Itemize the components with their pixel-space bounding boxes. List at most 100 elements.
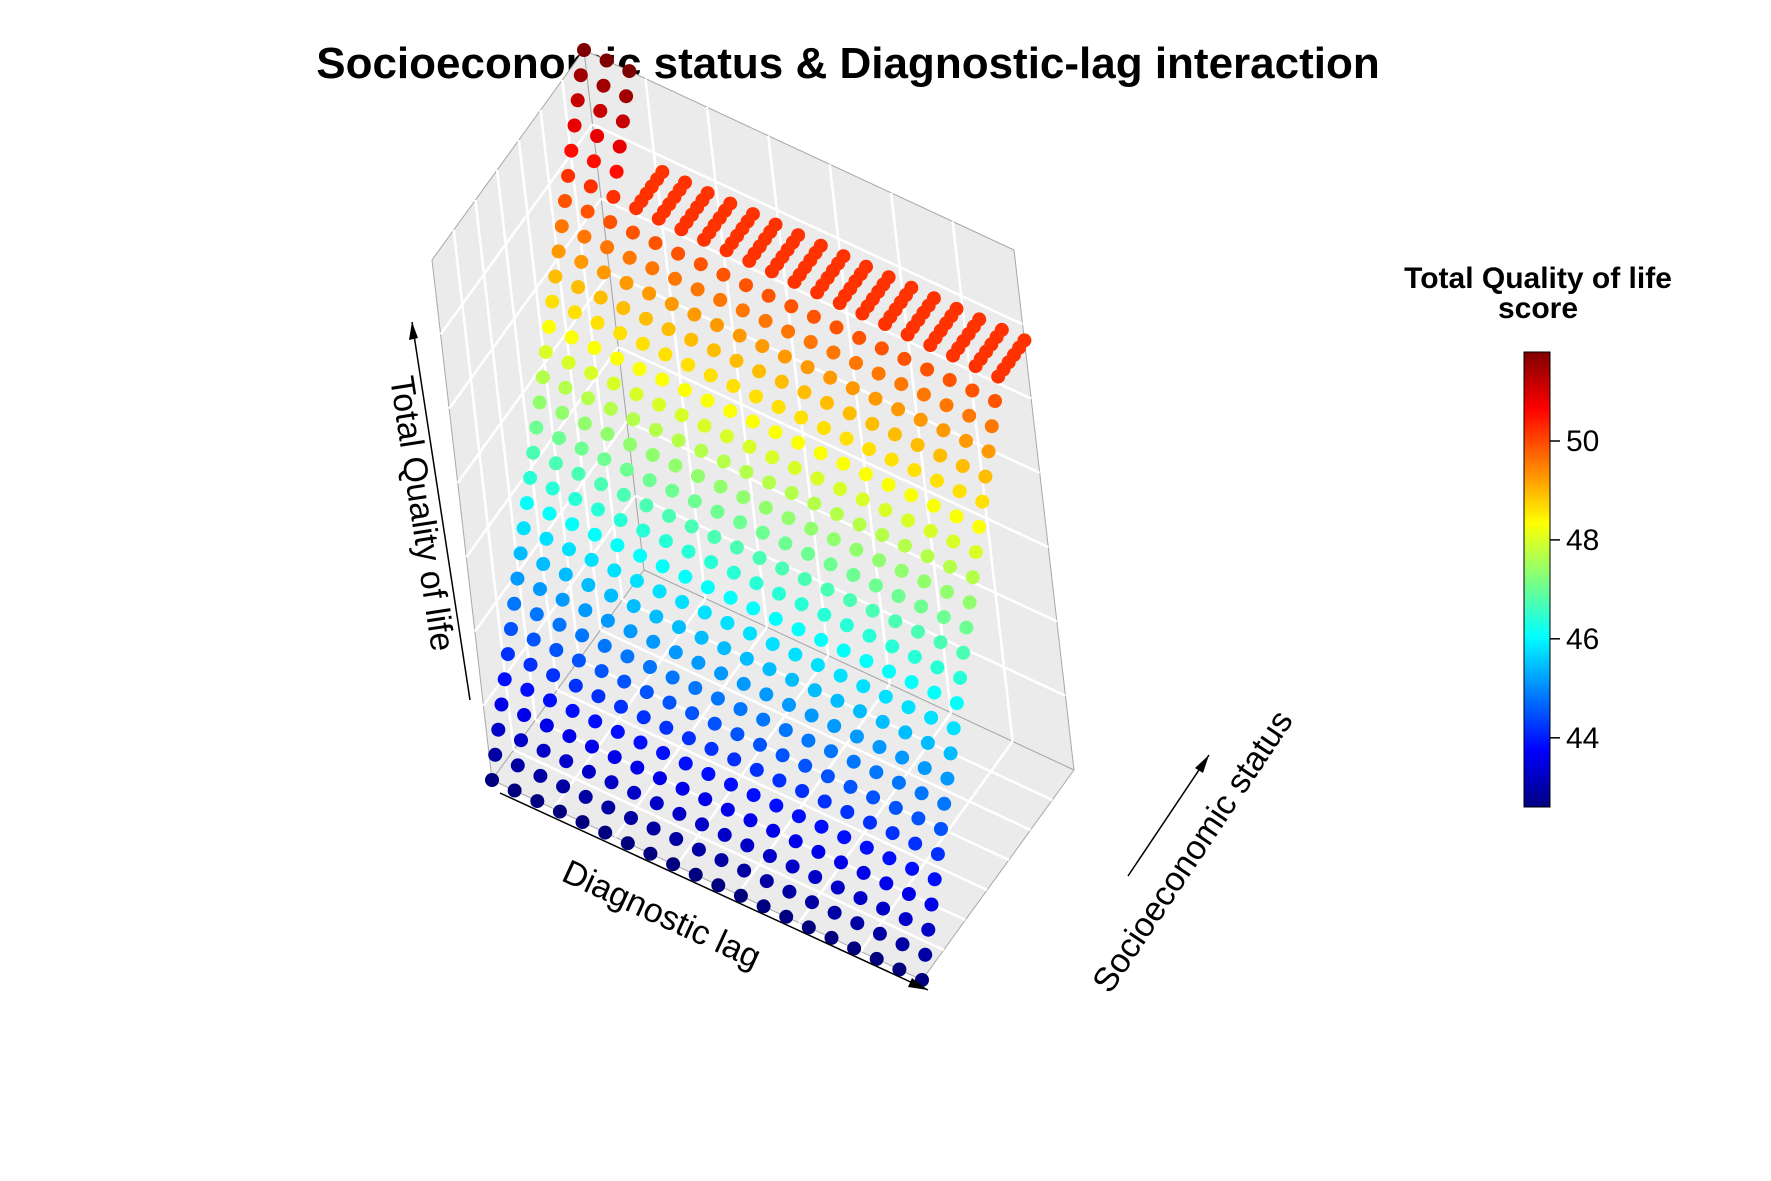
data-point (622, 250, 637, 265)
data-point (759, 687, 774, 702)
data-point (737, 863, 752, 878)
data-point (894, 563, 909, 578)
data-point (591, 689, 606, 704)
data-point (794, 597, 809, 612)
data-point (898, 912, 913, 927)
data-point (598, 825, 613, 840)
data-point (690, 282, 705, 297)
data-point (832, 296, 847, 310)
data-point (675, 595, 690, 609)
data-point (716, 267, 731, 282)
data-point (636, 523, 651, 538)
data-point (745, 414, 760, 429)
data-point (810, 285, 825, 300)
data-point (612, 139, 627, 154)
data-point (513, 546, 528, 561)
data-point (591, 502, 605, 517)
data-points (485, 43, 1032, 987)
data-point (606, 189, 621, 204)
data-point (726, 565, 741, 580)
x-axis-arrow (499, 792, 929, 991)
gridline (495, 169, 559, 691)
data-point (784, 299, 799, 314)
data-point (678, 756, 693, 771)
data-point (539, 718, 554, 733)
data-point (600, 427, 615, 441)
data-point (662, 695, 677, 710)
data-point (927, 872, 942, 887)
data-point (978, 469, 993, 484)
data-point (578, 789, 593, 804)
data-point (714, 853, 729, 868)
data-point (817, 794, 832, 809)
gridline (452, 229, 515, 751)
data-point (803, 335, 818, 349)
data-point (727, 752, 742, 767)
data-point (742, 439, 757, 454)
data-point (826, 345, 841, 360)
data-point (510, 571, 525, 586)
colorbar-ticks: 44 46 48 50 (1550, 425, 1599, 755)
data-point (577, 416, 592, 431)
data-point (781, 324, 796, 339)
data-point (923, 524, 938, 538)
data-point (785, 672, 800, 687)
gridline (474, 199, 537, 721)
data-point (788, 834, 803, 849)
data-point (872, 553, 887, 568)
data-point (574, 441, 589, 456)
data-point (863, 815, 877, 830)
data-point (564, 330, 579, 345)
colorbar-legend: Total Quality of life score 44 46 48 50 (1404, 262, 1672, 808)
data-point (746, 788, 761, 803)
data-point (622, 64, 637, 79)
data-point (733, 888, 748, 903)
legend-title-line2: score (1498, 292, 1578, 325)
data-point (920, 362, 935, 377)
data-point (742, 253, 757, 268)
gridline (736, 683, 891, 896)
data-point (661, 322, 676, 337)
data-point (581, 391, 595, 406)
data-point (808, 870, 823, 884)
data-point (946, 721, 961, 736)
data-point (652, 584, 667, 599)
data-point (633, 735, 648, 750)
data-point (749, 389, 763, 404)
data-point (735, 303, 750, 318)
data-point (739, 651, 754, 666)
data-point (849, 729, 864, 744)
data-point (695, 817, 709, 832)
data-point (920, 549, 935, 564)
data-point (900, 327, 915, 342)
data-point (530, 794, 545, 809)
data-point (852, 330, 867, 345)
data-point (655, 559, 670, 574)
data-point (917, 761, 932, 776)
data-point (720, 802, 735, 817)
data-point (959, 433, 973, 448)
data-point (772, 773, 787, 788)
data-point (603, 215, 618, 230)
data-point (691, 655, 706, 670)
data-point (584, 552, 599, 567)
data-point (897, 351, 912, 366)
data-point (736, 490, 751, 505)
data-point (652, 771, 667, 786)
data-point (685, 706, 700, 721)
data-point (807, 683, 822, 698)
data-point (600, 613, 615, 628)
data-point (577, 43, 591, 57)
data-point (494, 697, 509, 712)
data-point (635, 336, 650, 351)
data-point (523, 470, 538, 485)
data-point (765, 637, 780, 652)
data-point (573, 68, 588, 83)
data-point (878, 317, 893, 331)
data-point (616, 301, 631, 316)
data-point (775, 748, 790, 763)
data-point (627, 785, 642, 800)
colorbar-tick-label: 44 (1566, 722, 1599, 755)
data-point (865, 416, 880, 431)
data-point (593, 290, 608, 305)
